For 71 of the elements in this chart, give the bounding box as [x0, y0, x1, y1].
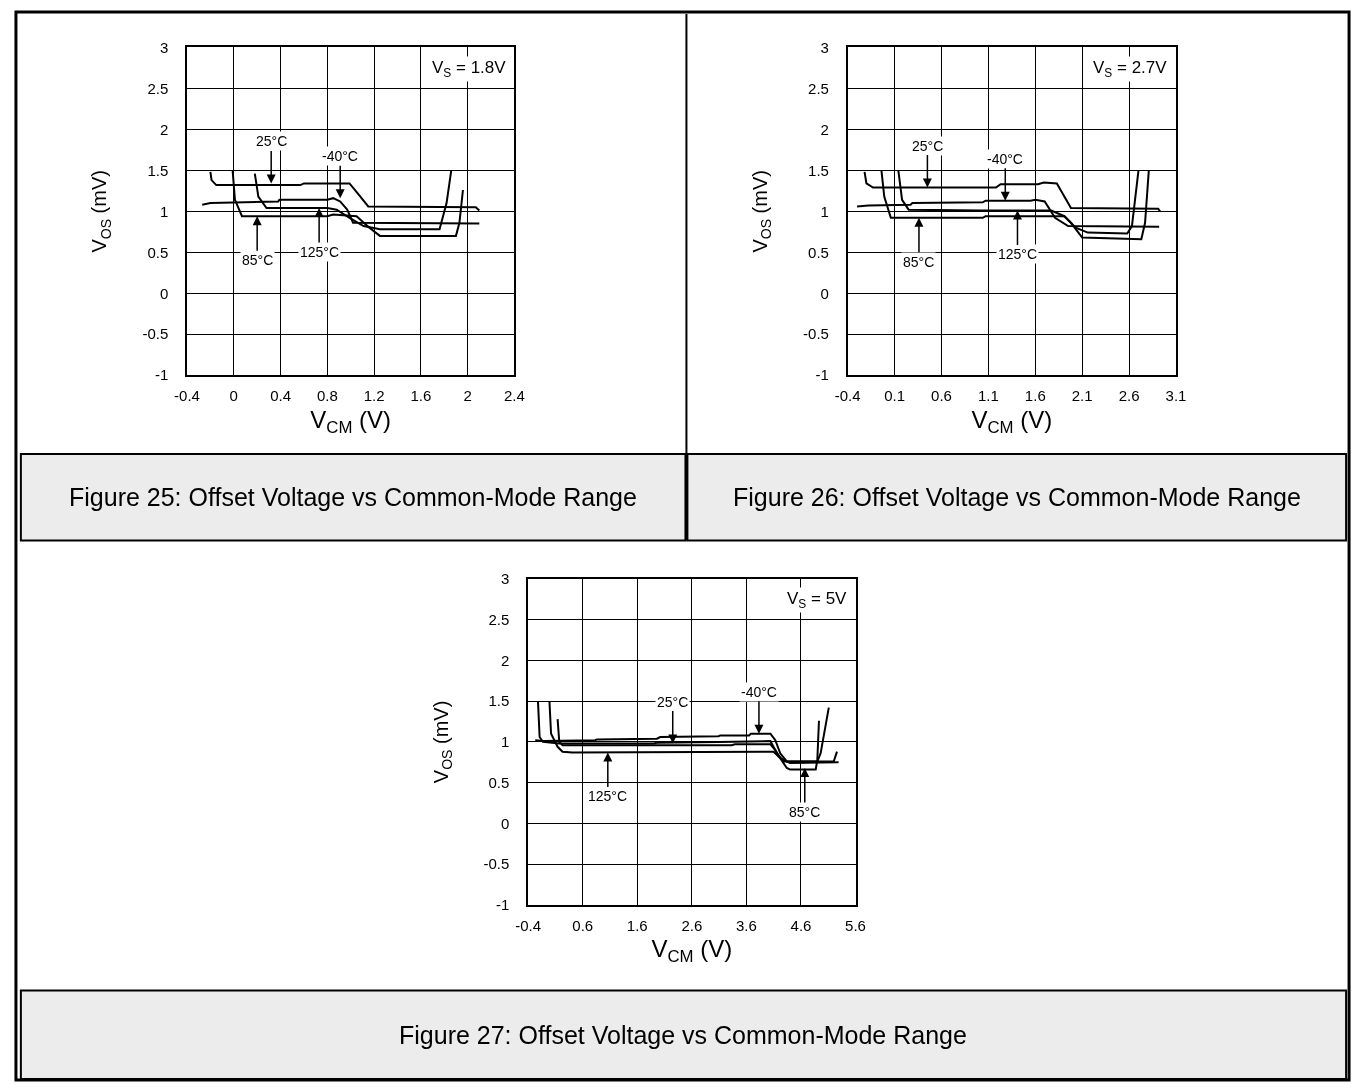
y-tick-label: 0.5 [488, 773, 510, 791]
y-tick-label: 2 [501, 651, 510, 669]
y-tick-label: 2.5 [488, 610, 510, 628]
y-tick-label: 0.5 [147, 243, 169, 261]
y-tick-label: 0 [501, 814, 510, 832]
x-tick-label: 0.1 [884, 386, 905, 404]
x-tick-label: 0.6 [572, 916, 594, 934]
x-tick-label: 2.6 [1118, 386, 1140, 404]
annotation: 25°C [256, 133, 288, 149]
annotation: 85°C [242, 252, 274, 268]
annotation: 85°C [903, 254, 935, 270]
x-tick-label: 2.4 [503, 386, 525, 404]
x-tick-label: -0.4 [174, 386, 200, 404]
annotation: 25°C [912, 138, 944, 154]
annotation: V$_{S}$ = 5V [787, 589, 848, 611]
annotation: 25°C [657, 694, 689, 710]
y-tick-label: 3 [820, 38, 829, 56]
y-tick-label: 3 [159, 38, 169, 56]
y-tick-label: -1 [496, 896, 510, 914]
x-tick-label: 1.6 [626, 916, 648, 934]
x-tick-label: 1.2 [363, 386, 385, 404]
y-tick-label: 2.5 [808, 79, 829, 97]
annotation: V$_{S}$ = 1.8V [432, 58, 507, 80]
x-tick-label: 4.6 [790, 916, 812, 934]
y-tick-label: 1 [501, 733, 510, 751]
y-tick-label: 0.5 [808, 243, 829, 261]
y-tick-label: 2.5 [147, 79, 169, 97]
text: Figure 27: Offset Voltage vs Common-Mode Range [399, 1021, 967, 1049]
x-tick-label: 1.6 [1024, 386, 1046, 404]
x-axis-title: V$_{CM}$ (V) [310, 405, 392, 437]
annotation: 125°C [588, 788, 628, 804]
y-tick-label: 1.5 [808, 161, 829, 179]
y-tick-label: -0.5 [483, 855, 510, 873]
x-tick-label: 2.1 [1071, 386, 1093, 404]
y-tick-label: -1 [154, 366, 169, 384]
x-tick-label: 0.8 [316, 386, 338, 404]
x-tick-label: -0.4 [834, 386, 861, 404]
y-tick-label: 2 [820, 120, 829, 138]
y-tick-label: 3 [501, 570, 510, 588]
x-tick-label: 3.6 [735, 916, 757, 934]
y-tick-label: -1 [815, 366, 829, 384]
y-tick-label: 1.5 [488, 692, 510, 710]
annotation: V$_{S}$ = 2.7V [1093, 58, 1168, 80]
annotation: 125°C [998, 246, 1038, 262]
x-axis-title: V$_{CM}$ (V) [971, 405, 1053, 437]
y-tick-label: 1 [820, 202, 829, 220]
text: Figure 26: Offset Voltage vs Common-Mode Range [733, 483, 1301, 511]
x-tick-label: 0.4 [270, 386, 291, 404]
x-tick-label: 2.6 [681, 916, 703, 934]
annotation: -40°C [987, 151, 1023, 167]
y-tick-label: -0.5 [142, 325, 169, 343]
y-tick-label: 0 [159, 284, 169, 302]
x-tick-label: 5.6 [845, 916, 866, 934]
y-tick-label: 1 [159, 202, 169, 220]
x-tick-label: 2 [463, 386, 472, 404]
x-tick-label: 3.1 [1165, 386, 1187, 404]
y-tick-label: 1.5 [147, 161, 169, 179]
y-tick-label: -0.5 [803, 325, 829, 343]
annotation: 85°C [789, 804, 821, 820]
x-tick-label: 1.6 [410, 386, 432, 404]
x-axis-title: V$_{CM}$ (V) [651, 935, 733, 967]
y-tick-label: 0 [820, 284, 829, 302]
x-tick-label: -0.4 [515, 916, 542, 934]
x-tick-label: 0 [229, 386, 238, 404]
annotation: -40°C [741, 684, 777, 700]
text: Figure 25: Offset Voltage vs Common-Mode Range [69, 483, 637, 511]
x-tick-label: 1.1 [977, 386, 999, 404]
y-tick-label: 2 [159, 120, 169, 138]
annotation: -40°C [322, 148, 358, 164]
x-tick-label: 0.6 [931, 386, 952, 404]
annotation: 125°C [300, 244, 340, 260]
